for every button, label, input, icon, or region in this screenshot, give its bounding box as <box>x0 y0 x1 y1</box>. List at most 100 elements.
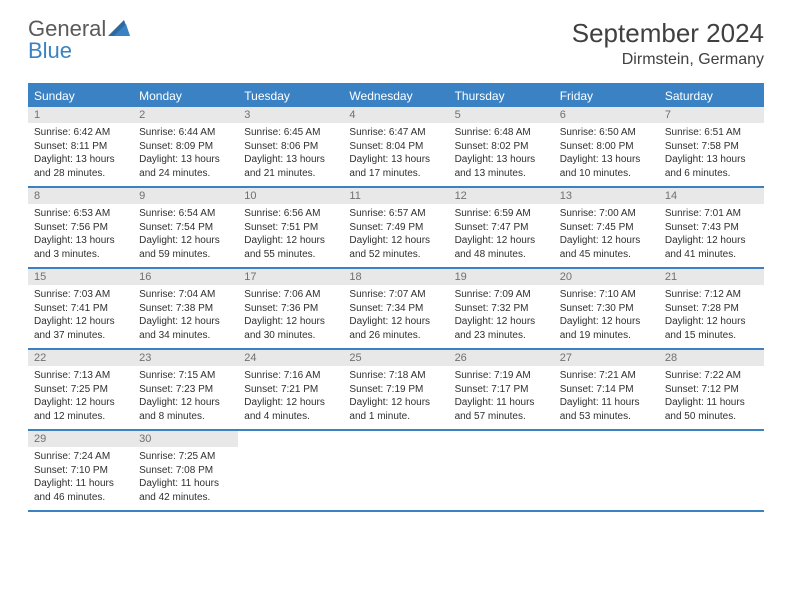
day-cell: 28Sunrise: 7:22 AMSunset: 7:12 PMDayligh… <box>659 350 764 429</box>
daylight-line: Daylight: 13 hours and 6 minutes. <box>665 153 758 180</box>
daylight-line: Daylight: 12 hours and 45 minutes. <box>560 234 653 261</box>
sunset-line: Sunset: 8:09 PM <box>139 140 232 154</box>
sunrise-line: Sunrise: 6:44 AM <box>139 126 232 140</box>
sunset-line: Sunset: 7:43 PM <box>665 221 758 235</box>
day-number: 24 <box>238 350 343 366</box>
sunrise-line: Sunrise: 7:22 AM <box>665 369 758 383</box>
day-number: 1 <box>28 107 133 123</box>
sunrise-line: Sunrise: 7:19 AM <box>455 369 548 383</box>
sunset-line: Sunset: 8:06 PM <box>244 140 337 154</box>
day-number: 23 <box>133 350 238 366</box>
day-info: Sunrise: 7:01 AMSunset: 7:43 PMDaylight:… <box>659 204 764 267</box>
sunrise-line: Sunrise: 7:25 AM <box>139 450 232 464</box>
day-cell: 6Sunrise: 6:50 AMSunset: 8:00 PMDaylight… <box>554 107 659 186</box>
day-info: Sunrise: 6:50 AMSunset: 8:00 PMDaylight:… <box>554 123 659 186</box>
day-number: 18 <box>343 269 448 285</box>
day-header: Saturday <box>659 85 764 107</box>
daylight-line: Daylight: 11 hours and 46 minutes. <box>34 477 127 504</box>
daylight-line: Daylight: 13 hours and 13 minutes. <box>455 153 548 180</box>
brand-text: General Blue <box>28 18 130 62</box>
weeks-container: 1Sunrise: 6:42 AMSunset: 8:11 PMDaylight… <box>28 107 764 512</box>
day-info: Sunrise: 7:18 AMSunset: 7:19 PMDaylight:… <box>343 366 448 429</box>
daylight-line: Daylight: 12 hours and 23 minutes. <box>455 315 548 342</box>
day-info: Sunrise: 7:07 AMSunset: 7:34 PMDaylight:… <box>343 285 448 348</box>
day-info: Sunrise: 6:59 AMSunset: 7:47 PMDaylight:… <box>449 204 554 267</box>
sunset-line: Sunset: 7:14 PM <box>560 383 653 397</box>
day-info: Sunrise: 6:51 AMSunset: 7:58 PMDaylight:… <box>659 123 764 186</box>
title-block: September 2024 Dirmstein, Germany <box>572 18 764 69</box>
daylight-line: Daylight: 12 hours and 30 minutes. <box>244 315 337 342</box>
empty-cell <box>449 431 554 510</box>
sunrise-line: Sunrise: 7:18 AM <box>349 369 442 383</box>
daylight-line: Daylight: 12 hours and 55 minutes. <box>244 234 337 261</box>
day-info: Sunrise: 7:24 AMSunset: 7:10 PMDaylight:… <box>28 447 133 510</box>
day-cell: 17Sunrise: 7:06 AMSunset: 7:36 PMDayligh… <box>238 269 343 348</box>
empty-cell <box>343 431 448 510</box>
day-header: Monday <box>133 85 238 107</box>
day-header: Thursday <box>449 85 554 107</box>
empty-cell <box>554 431 659 510</box>
day-info: Sunrise: 7:10 AMSunset: 7:30 PMDaylight:… <box>554 285 659 348</box>
day-number: 11 <box>343 188 448 204</box>
sunset-line: Sunset: 7:51 PM <box>244 221 337 235</box>
day-number: 27 <box>554 350 659 366</box>
day-info: Sunrise: 7:21 AMSunset: 7:14 PMDaylight:… <box>554 366 659 429</box>
day-info: Sunrise: 7:03 AMSunset: 7:41 PMDaylight:… <box>28 285 133 348</box>
day-number: 19 <box>449 269 554 285</box>
sunset-line: Sunset: 7:38 PM <box>139 302 232 316</box>
sunrise-line: Sunrise: 6:57 AM <box>349 207 442 221</box>
day-cell: 23Sunrise: 7:15 AMSunset: 7:23 PMDayligh… <box>133 350 238 429</box>
day-cell: 25Sunrise: 7:18 AMSunset: 7:19 PMDayligh… <box>343 350 448 429</box>
sunset-line: Sunset: 7:19 PM <box>349 383 442 397</box>
daylight-line: Daylight: 12 hours and 8 minutes. <box>139 396 232 423</box>
sunset-line: Sunset: 7:41 PM <box>34 302 127 316</box>
day-cell: 19Sunrise: 7:09 AMSunset: 7:32 PMDayligh… <box>449 269 554 348</box>
daylight-line: Daylight: 11 hours and 57 minutes. <box>455 396 548 423</box>
sunset-line: Sunset: 7:45 PM <box>560 221 653 235</box>
day-cell: 8Sunrise: 6:53 AMSunset: 7:56 PMDaylight… <box>28 188 133 267</box>
day-cell: 13Sunrise: 7:00 AMSunset: 7:45 PMDayligh… <box>554 188 659 267</box>
sunrise-line: Sunrise: 7:13 AM <box>34 369 127 383</box>
week-row: 8Sunrise: 6:53 AMSunset: 7:56 PMDaylight… <box>28 188 764 269</box>
day-header: Tuesday <box>238 85 343 107</box>
day-cell: 10Sunrise: 6:56 AMSunset: 7:51 PMDayligh… <box>238 188 343 267</box>
day-info: Sunrise: 6:44 AMSunset: 8:09 PMDaylight:… <box>133 123 238 186</box>
daylight-line: Daylight: 12 hours and 15 minutes. <box>665 315 758 342</box>
sunrise-line: Sunrise: 7:15 AM <box>139 369 232 383</box>
day-header-row: SundayMondayTuesdayWednesdayThursdayFrid… <box>28 85 764 107</box>
day-info: Sunrise: 6:54 AMSunset: 7:54 PMDaylight:… <box>133 204 238 267</box>
sunset-line: Sunset: 7:58 PM <box>665 140 758 154</box>
day-cell: 16Sunrise: 7:04 AMSunset: 7:38 PMDayligh… <box>133 269 238 348</box>
sunset-line: Sunset: 8:00 PM <box>560 140 653 154</box>
day-cell: 27Sunrise: 7:21 AMSunset: 7:14 PMDayligh… <box>554 350 659 429</box>
sunrise-line: Sunrise: 7:00 AM <box>560 207 653 221</box>
day-info: Sunrise: 6:47 AMSunset: 8:04 PMDaylight:… <box>343 123 448 186</box>
day-cell: 7Sunrise: 6:51 AMSunset: 7:58 PMDaylight… <box>659 107 764 186</box>
sunset-line: Sunset: 7:36 PM <box>244 302 337 316</box>
day-info: Sunrise: 6:42 AMSunset: 8:11 PMDaylight:… <box>28 123 133 186</box>
day-info: Sunrise: 7:00 AMSunset: 7:45 PMDaylight:… <box>554 204 659 267</box>
daylight-line: Daylight: 12 hours and 48 minutes. <box>455 234 548 261</box>
sunrise-line: Sunrise: 7:24 AM <box>34 450 127 464</box>
daylight-line: Daylight: 13 hours and 21 minutes. <box>244 153 337 180</box>
day-number: 10 <box>238 188 343 204</box>
daylight-line: Daylight: 12 hours and 12 minutes. <box>34 396 127 423</box>
empty-cell <box>659 431 764 510</box>
sunrise-line: Sunrise: 6:54 AM <box>139 207 232 221</box>
empty-cell <box>238 431 343 510</box>
day-number: 15 <box>28 269 133 285</box>
day-number: 29 <box>28 431 133 447</box>
sail-icon <box>108 20 130 36</box>
sunrise-line: Sunrise: 6:51 AM <box>665 126 758 140</box>
day-cell: 3Sunrise: 6:45 AMSunset: 8:06 PMDaylight… <box>238 107 343 186</box>
sunset-line: Sunset: 8:11 PM <box>34 140 127 154</box>
sunset-line: Sunset: 7:54 PM <box>139 221 232 235</box>
day-cell: 12Sunrise: 6:59 AMSunset: 7:47 PMDayligh… <box>449 188 554 267</box>
day-number: 17 <box>238 269 343 285</box>
day-cell: 1Sunrise: 6:42 AMSunset: 8:11 PMDaylight… <box>28 107 133 186</box>
daylight-line: Daylight: 13 hours and 28 minutes. <box>34 153 127 180</box>
location: Dirmstein, Germany <box>572 51 764 69</box>
day-info: Sunrise: 6:57 AMSunset: 7:49 PMDaylight:… <box>343 204 448 267</box>
day-cell: 22Sunrise: 7:13 AMSunset: 7:25 PMDayligh… <box>28 350 133 429</box>
day-info: Sunrise: 7:09 AMSunset: 7:32 PMDaylight:… <box>449 285 554 348</box>
